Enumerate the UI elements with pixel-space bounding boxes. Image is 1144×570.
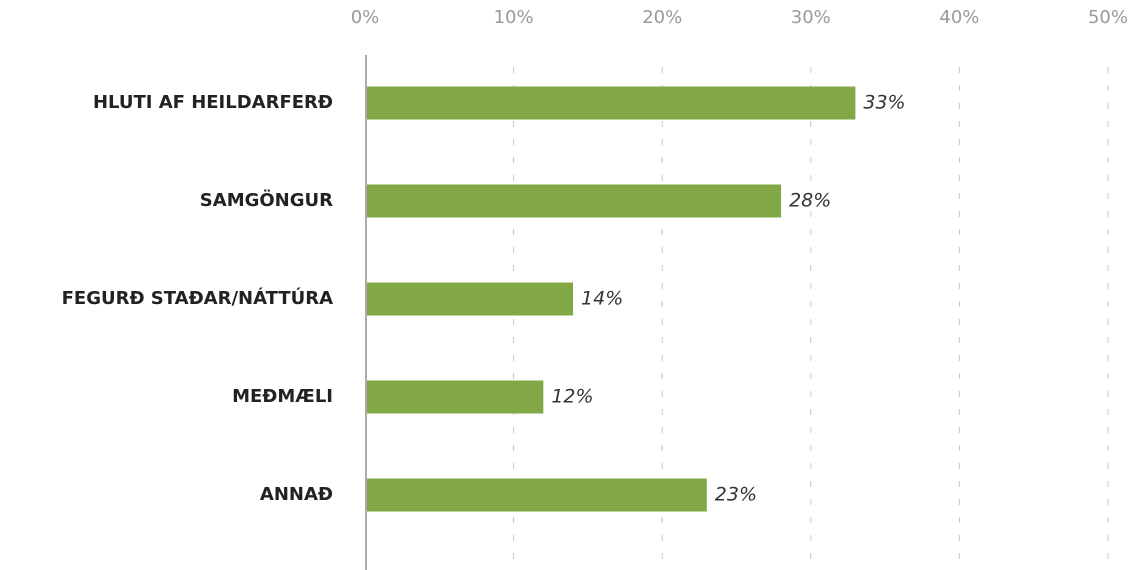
category-label: MEÐMÆLI (232, 386, 333, 407)
x-tick-label: 30% (791, 7, 831, 28)
bar (367, 282, 574, 316)
value-label: 33% (863, 92, 905, 114)
x-tick-label: 10% (494, 7, 534, 28)
value-label: 28% (789, 190, 831, 212)
category-label: ANNAÐ (260, 484, 333, 505)
value-label: 12% (551, 386, 593, 408)
bar (367, 380, 544, 414)
x-tick-label: 20% (642, 7, 682, 28)
bar (367, 184, 782, 218)
x-tick-label: 0% (351, 7, 380, 28)
bar (367, 478, 707, 512)
value-label: 14% (581, 288, 623, 310)
category-label: HLUTI AF HEILDARFERÐ (93, 92, 333, 113)
x-tick-label: 40% (939, 7, 979, 28)
category-label: SAMGÖNGUR (200, 189, 333, 211)
value-label: 23% (715, 484, 757, 506)
category-label: FEGURÐ STAÐAR/NÁTTÚRA (62, 287, 333, 309)
x-tick-label: 50% (1088, 7, 1128, 28)
bar (367, 86, 856, 120)
